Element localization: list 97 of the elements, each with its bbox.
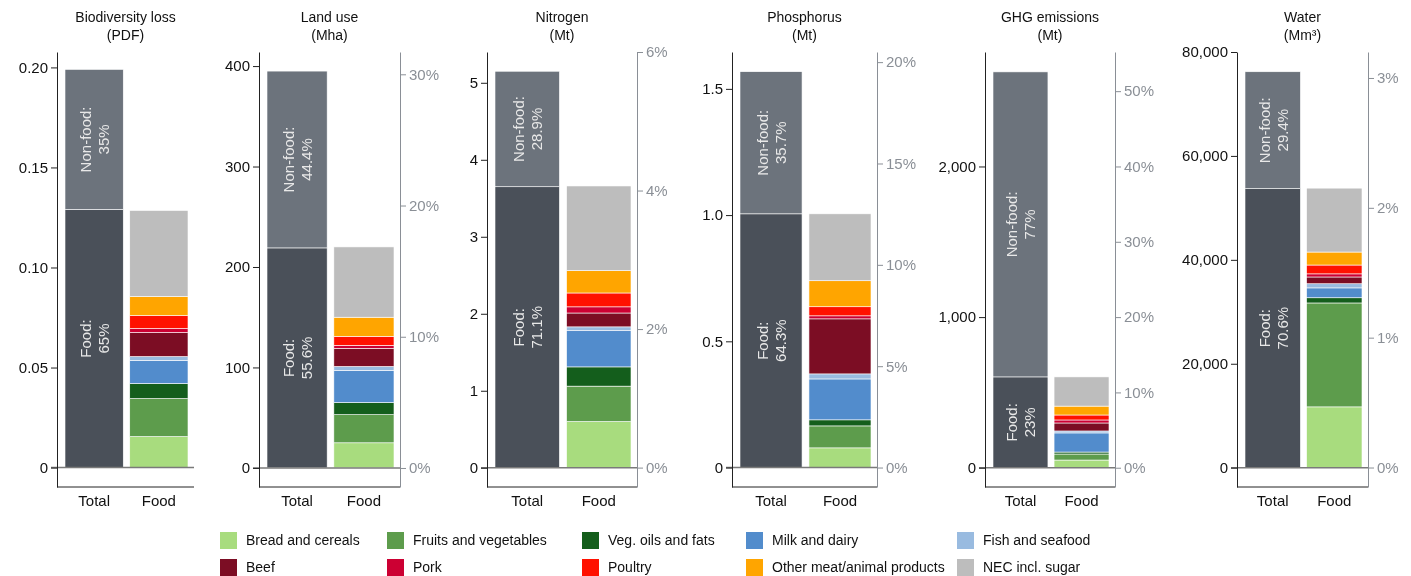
legend-label: Fruits and vegetables (413, 532, 547, 548)
y2-tick-label: 0% (646, 458, 668, 476)
y2-tick-label: 40% (1124, 157, 1155, 175)
y2-tick-label: 15% (886, 154, 917, 172)
y-tick-label: 200 (224, 258, 250, 276)
y2-tick-label: 10% (1124, 383, 1155, 401)
annotation: Non-food: 44.4% (280, 126, 316, 193)
legend-label: Other meat/animal products (772, 559, 945, 575)
chart-title: Phosphorus (767, 9, 842, 25)
legend-label: Fish and seafood (983, 532, 1091, 548)
y-tick-label: 0 (714, 458, 723, 476)
y-tick-label: 5 (469, 74, 478, 92)
y2-tick-label: 50% (1124, 82, 1155, 100)
annotation: Food: 23% (1003, 403, 1039, 442)
y-tick-label: 60,000 (1182, 147, 1228, 165)
y-tick-label: 0 (241, 459, 250, 477)
y2-tick-label: 2% (1377, 199, 1399, 217)
y2-tick-label: 20% (886, 53, 917, 71)
y2-tick-label: 2% (646, 320, 668, 338)
chart-title: Water (1284, 9, 1322, 25)
x-tick-label: Total (511, 491, 544, 509)
y-tick-label: 0.10 (18, 258, 48, 276)
y-tick-label: 0 (39, 458, 48, 476)
y-tick-label: 2 (469, 305, 478, 323)
x-tick-label: Food (1317, 491, 1352, 509)
y2-tick-label: 10% (886, 256, 917, 274)
y-tick-label: 40,000 (1182, 251, 1228, 269)
y2-tick-label: 10% (409, 328, 440, 346)
legend-label: Bread and cereals (246, 532, 360, 548)
y2-tick-label: 4% (646, 181, 668, 199)
legend-label: Milk and dairy (772, 532, 859, 548)
x-tick-label: Food (581, 491, 616, 509)
y2-tick-label: 0% (1377, 458, 1399, 476)
annotation: Non-food: 35.7% (754, 109, 790, 176)
y-tick-label: 0.05 (18, 358, 48, 376)
chart-title: Biodiversity loss (75, 9, 176, 25)
annotation: Food: 71.1% (510, 305, 546, 349)
y-tick-label: 3 (469, 228, 478, 246)
y-tick-label: 0 (1219, 458, 1228, 476)
y-tick-label: 300 (224, 157, 250, 175)
legend-label: Veg. oils and fats (608, 532, 715, 548)
y-tick-label: 1.0 (702, 206, 723, 224)
y-tick-label: 0.20 (18, 58, 48, 76)
y2-tick-label: 0% (1124, 459, 1146, 477)
legend-label: Pork (413, 559, 443, 575)
chart-title: Nitrogen (535, 9, 589, 25)
annotation: Non-food: 35% (77, 106, 113, 173)
annotation: Food: 64.3% (754, 319, 790, 362)
y2-tick-label: 3% (1377, 69, 1399, 87)
y-tick-label: 100 (224, 358, 250, 376)
legend-label: Poultry (608, 559, 652, 575)
x-tick-label: Total (755, 491, 787, 509)
x-tick-label: Total (1004, 491, 1037, 509)
annotation: Non-food: 29.4% (1255, 97, 1291, 164)
chart-subtitle: (Mha) (311, 27, 348, 43)
y2-tick-label: 5% (886, 357, 908, 375)
y-tick-label: 0.5 (702, 332, 723, 350)
legend-label: NEC incl. sugar (983, 559, 1081, 575)
x-tick-label: Total (1256, 491, 1289, 509)
y-tick-label: 4 (469, 151, 478, 169)
annotation: Food: 70.6% (1255, 306, 1291, 350)
y-tick-label: 1,000 (938, 308, 976, 326)
x-tick-label: Food (1064, 491, 1099, 509)
annotation: Non-food: 28.9% (510, 96, 546, 162)
x-tick-label: Total (78, 491, 110, 509)
y-tick-label: 1 (469, 382, 478, 400)
legend-label: Beef (246, 559, 275, 575)
x-tick-label: Food (141, 491, 176, 509)
y2-tick-label: 6% (646, 43, 668, 61)
y-tick-label: 2,000 (938, 157, 976, 175)
chart-subtitle: (Mt) (549, 27, 575, 43)
y2-tick-label: 20% (1124, 308, 1155, 326)
y2-tick-label: 0% (409, 459, 431, 477)
y-tick-label: 1.5 (702, 80, 723, 98)
y-tick-label: 0.15 (18, 158, 48, 176)
y-tick-label: 80,000 (1182, 43, 1228, 61)
y-tick-label: 20,000 (1182, 355, 1228, 373)
y2-tick-label: 0% (886, 458, 908, 476)
chart-title: GHG emissions (1000, 9, 1100, 25)
chart-subtitle: (Mm³) (1283, 27, 1322, 43)
y2-tick-label: 30% (1124, 233, 1155, 251)
chart-subtitle: (Mt) (792, 27, 817, 43)
chart-subtitle: (Mt) (1037, 27, 1063, 43)
y2-tick-label: 20% (409, 196, 440, 214)
x-tick-label: Food (346, 491, 382, 509)
annotation: Food: 65% (77, 319, 113, 358)
y2-tick-label: 1% (1377, 328, 1399, 346)
y-tick-label: 0 (967, 459, 976, 477)
annotation: Food: 55.6% (280, 336, 316, 380)
annotation: Non-food: 77% (1003, 191, 1039, 258)
chart-subtitle: (PDF) (106, 27, 145, 43)
x-tick-label: Total (281, 491, 313, 509)
y-tick-label: 400 (224, 57, 250, 75)
x-tick-label: Food (822, 491, 858, 509)
y-tick-label: 0 (469, 459, 478, 477)
chart-title: Land use (300, 9, 359, 25)
y2-tick-label: 30% (409, 65, 440, 83)
